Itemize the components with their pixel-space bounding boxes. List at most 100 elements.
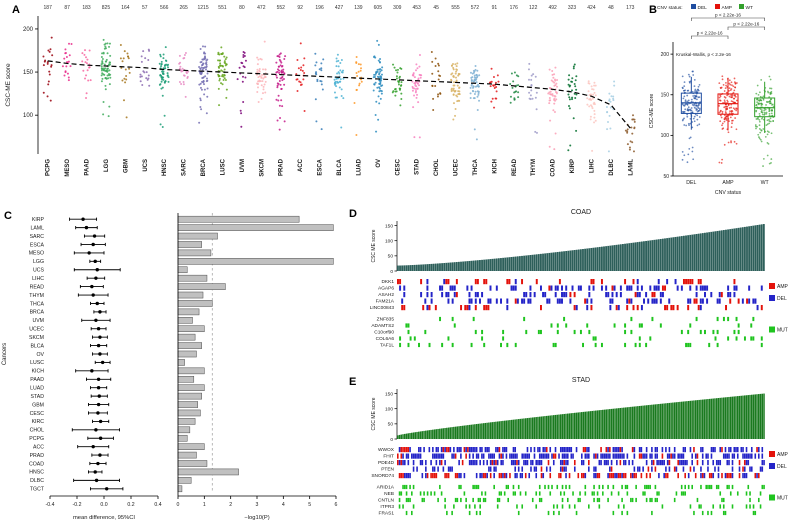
svg-text:200: 200 — [661, 52, 670, 58]
svg-text:OV: OV — [376, 159, 382, 168]
svg-text:173: 173 — [626, 5, 635, 11]
svg-text:48: 48 — [608, 5, 614, 11]
svg-text:PDE4D: PDE4D — [378, 460, 395, 466]
svg-text:GBM: GBM — [32, 402, 44, 408]
svg-text:0: 0 — [390, 437, 393, 443]
svg-text:183: 183 — [82, 5, 91, 11]
svg-text:PCPG: PCPG — [46, 159, 52, 176]
svg-text:LINC00843: LINC00843 — [370, 305, 395, 311]
svg-text:57: 57 — [142, 5, 148, 11]
svg-text:453: 453 — [413, 5, 422, 11]
svg-text:CHOL: CHOL — [434, 159, 440, 176]
svg-text:50: 50 — [663, 174, 669, 180]
svg-text:139: 139 — [354, 5, 363, 11]
svg-text:LIHC: LIHC — [589, 158, 595, 173]
svg-text:87: 87 — [64, 5, 70, 11]
svg-text:1: 1 — [203, 502, 206, 508]
svg-text:AMP: AMP — [777, 452, 789, 458]
panel-d-label: D — [349, 208, 357, 220]
svg-text:SKCM: SKCM — [29, 335, 44, 341]
svg-text:KICH: KICH — [492, 159, 498, 174]
svg-text:WT: WT — [761, 180, 770, 186]
panel-a-chart: 100 150 200 CSC-ME score 187 PCPG 87 MESO 183 PAA… — [5, 5, 636, 177]
svg-text:WT: WT — [746, 5, 754, 11]
svg-text:ITPR3: ITPR3 — [380, 504, 394, 510]
svg-text:THYM: THYM — [531, 159, 537, 176]
svg-text:TAF1L: TAF1L — [380, 342, 394, 348]
svg-text:p < 2.22e-16: p < 2.22e-16 — [715, 13, 741, 18]
svg-text:ADAMTS2: ADAMTS2 — [371, 323, 394, 329]
svg-text:80: 80 — [239, 5, 245, 11]
svg-text:DKK1: DKK1 — [381, 279, 394, 285]
svg-text:551: 551 — [218, 5, 227, 11]
svg-text:492: 492 — [548, 5, 557, 11]
panel-e-label: E — [349, 376, 357, 388]
svg-text:CSC ME score: CSC ME score — [371, 229, 377, 262]
svg-text:CNTLN: CNTLN — [378, 497, 395, 503]
svg-text:Cancers: Cancers — [2, 343, 8, 365]
svg-text:Kruskal-Wallis, p < 2.2e-16: Kruskal-Wallis, p < 2.2e-16 — [676, 52, 731, 57]
svg-text:45: 45 — [433, 5, 439, 11]
panel-a: 100 150 200 CSC-ME score 187 PCPG 87 MESO 183 PAA… — [0, 0, 645, 205]
svg-text:GBM: GBM — [123, 159, 129, 173]
svg-text:CNV status:: CNV status: — [657, 5, 683, 11]
svg-text:LUSC: LUSC — [30, 360, 44, 366]
svg-text:DEL: DEL — [686, 180, 696, 186]
svg-text:BLCA: BLCA — [337, 158, 343, 175]
svg-text:2: 2 — [229, 502, 232, 508]
svg-text:HNSC: HNSC — [162, 158, 168, 176]
svg-text:5: 5 — [308, 502, 311, 508]
svg-text:THCA: THCA — [30, 301, 45, 307]
svg-text:KICH: KICH — [32, 369, 45, 375]
svg-text:200: 200 — [23, 27, 34, 33]
svg-text:SARC: SARC — [30, 234, 45, 240]
svg-text:566: 566 — [160, 5, 169, 11]
svg-text:p < 2.22e-16: p < 2.22e-16 — [697, 31, 723, 36]
svg-text:0.2: 0.2 — [127, 502, 134, 508]
svg-text:mean difference, 95%CI: mean difference, 95%CI — [73, 515, 135, 521]
panel-b-chart: CNV status: DEL AMP WT 50 100 150 200 CSC-ME sco… — [649, 4, 783, 196]
svg-text:MESO: MESO — [65, 159, 71, 177]
svg-text:50: 50 — [388, 254, 394, 260]
svg-text:READ: READ — [512, 158, 518, 176]
svg-text:UCEC: UCEC — [454, 158, 460, 176]
panel-b: CNV status: DEL AMP WT 50 100 150 200 CSC-ME sco… — [645, 0, 790, 205]
svg-text:50: 50 — [388, 422, 394, 428]
svg-text:AMP: AMP — [777, 284, 789, 290]
svg-text:CESC: CESC — [30, 411, 45, 417]
svg-text:UCEC: UCEC — [29, 327, 44, 333]
svg-text:BRCA: BRCA — [201, 158, 207, 176]
svg-text:150: 150 — [661, 93, 670, 99]
svg-text:KIRP: KIRP — [570, 159, 576, 173]
svg-text:TGCT: TGCT — [30, 487, 45, 493]
svg-text:176: 176 — [510, 5, 519, 11]
svg-text:PRAD: PRAD — [279, 158, 285, 176]
svg-text:472: 472 — [257, 5, 266, 11]
svg-text:SARC: SARC — [182, 158, 188, 176]
svg-text:MUT: MUT — [777, 328, 788, 334]
svg-text:150: 150 — [23, 70, 34, 76]
svg-text:UCS: UCS — [33, 268, 44, 274]
svg-text:READ: READ — [30, 284, 45, 290]
svg-text:265: 265 — [179, 5, 188, 11]
svg-text:C10orf90: C10orf90 — [374, 329, 394, 335]
svg-text:WWOX: WWOX — [378, 447, 395, 453]
svg-text:3: 3 — [256, 502, 259, 508]
svg-text:THYM: THYM — [29, 293, 44, 299]
svg-text:100: 100 — [385, 238, 393, 244]
svg-text:PTEN: PTEN — [381, 467, 394, 473]
svg-text:DEL: DEL — [777, 296, 787, 302]
svg-text:STAD: STAD — [31, 394, 45, 400]
svg-text:LUSC: LUSC — [220, 158, 226, 175]
svg-text:424: 424 — [587, 5, 596, 11]
svg-text:COL6A6: COL6A6 — [376, 336, 395, 342]
svg-text:FAM21A: FAM21A — [376, 299, 395, 305]
svg-text:NEB: NEB — [384, 491, 394, 497]
svg-text:UVM: UVM — [32, 318, 44, 324]
svg-text:-0.2: -0.2 — [73, 502, 82, 508]
svg-text:0.4: 0.4 — [154, 502, 161, 508]
svg-text:323: 323 — [568, 5, 577, 11]
svg-text:CESC: CESC — [395, 158, 401, 175]
panel-d: COAD 0 50 100 150 CSC ME score DKK1 AGAP6 ASAH2 F… — [345, 205, 790, 373]
